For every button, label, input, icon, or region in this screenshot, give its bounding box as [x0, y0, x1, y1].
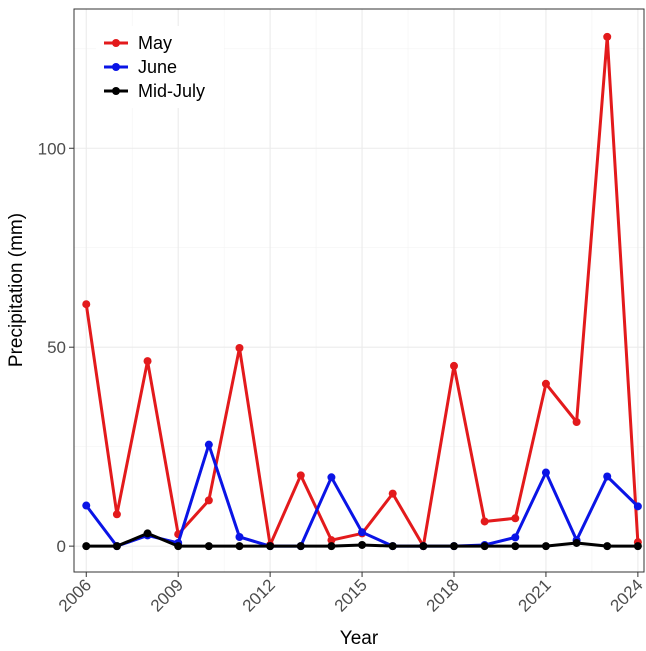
data-point-mid-july — [633, 542, 642, 551]
data-point-mid-july — [235, 542, 244, 551]
legend-key-point — [112, 39, 120, 47]
data-point-may — [235, 343, 244, 352]
data-point-may — [603, 32, 612, 41]
data-point-may — [511, 514, 520, 523]
data-point-mid-july — [296, 542, 305, 551]
data-point-june — [82, 501, 91, 510]
legend-label: June — [138, 57, 177, 77]
data-point-may — [450, 361, 458, 370]
x-tick-label: 2006 — [55, 575, 95, 615]
data-point-may — [327, 536, 336, 545]
data-point-june — [327, 473, 336, 482]
data-point-mid-july — [112, 542, 121, 551]
x-axis-title: Year — [340, 628, 379, 649]
data-point-mid-july — [572, 538, 581, 547]
data-point-mid-july — [511, 542, 520, 551]
data-point-may — [541, 379, 550, 388]
data-point-may — [572, 417, 581, 426]
legend-item-june: June — [104, 57, 177, 77]
data-point-mid-july — [327, 542, 336, 551]
data-point-may — [143, 357, 152, 366]
data-point-june — [511, 533, 520, 542]
x-tick-label: 2012 — [239, 575, 279, 615]
data-point-may — [480, 517, 489, 526]
x-tick-label: 2024 — [607, 575, 646, 615]
data-point-june — [358, 528, 367, 537]
y-tick-label: 50 — [47, 338, 66, 357]
data-point-mid-july — [603, 542, 612, 551]
data-point-mid-july — [204, 542, 213, 551]
data-point-mid-july — [82, 542, 91, 551]
y-tick-label: 0 — [57, 537, 66, 556]
data-point-mid-july — [266, 542, 275, 551]
legend-item-may: May — [104, 33, 172, 53]
legend: May June Mid-July — [96, 26, 224, 108]
legend-item-mid-july: Mid-July — [104, 81, 205, 101]
data-point-may — [82, 300, 91, 309]
y-axis-title: Precipitation (mm) — [6, 213, 27, 367]
data-point-mid-july — [480, 542, 489, 551]
data-point-may — [112, 510, 121, 519]
x-tick-label: 2018 — [423, 575, 463, 615]
data-point-june — [541, 468, 550, 477]
series-mid-july — [82, 529, 642, 551]
legend-key-point — [112, 87, 120, 95]
data-point-mid-july — [174, 542, 183, 551]
data-point-mid-july — [419, 542, 428, 551]
legend-key-point — [112, 63, 120, 71]
data-point-mid-july — [143, 529, 152, 538]
data-point-june — [235, 532, 244, 541]
data-point-mid-july — [388, 542, 397, 551]
data-point-mid-july — [358, 540, 367, 549]
data-point-may — [296, 471, 305, 480]
x-tick-label: 2021 — [515, 575, 555, 615]
legend-label: May — [138, 33, 172, 53]
data-point-june — [204, 440, 213, 449]
panel-border — [73, 8, 645, 573]
y-tick-label: 100 — [38, 139, 66, 158]
data-point-may — [204, 496, 213, 505]
data-point-mid-july — [450, 542, 458, 551]
data-point-june — [633, 502, 642, 511]
legend-label: Mid-July — [138, 81, 205, 101]
x-tick-label: 2009 — [147, 575, 187, 615]
data-point-may — [388, 489, 397, 498]
data-point-june — [603, 472, 612, 481]
x-tick-label: 2015 — [331, 575, 371, 615]
series-lines — [82, 32, 642, 551]
data-point-mid-july — [541, 542, 550, 551]
